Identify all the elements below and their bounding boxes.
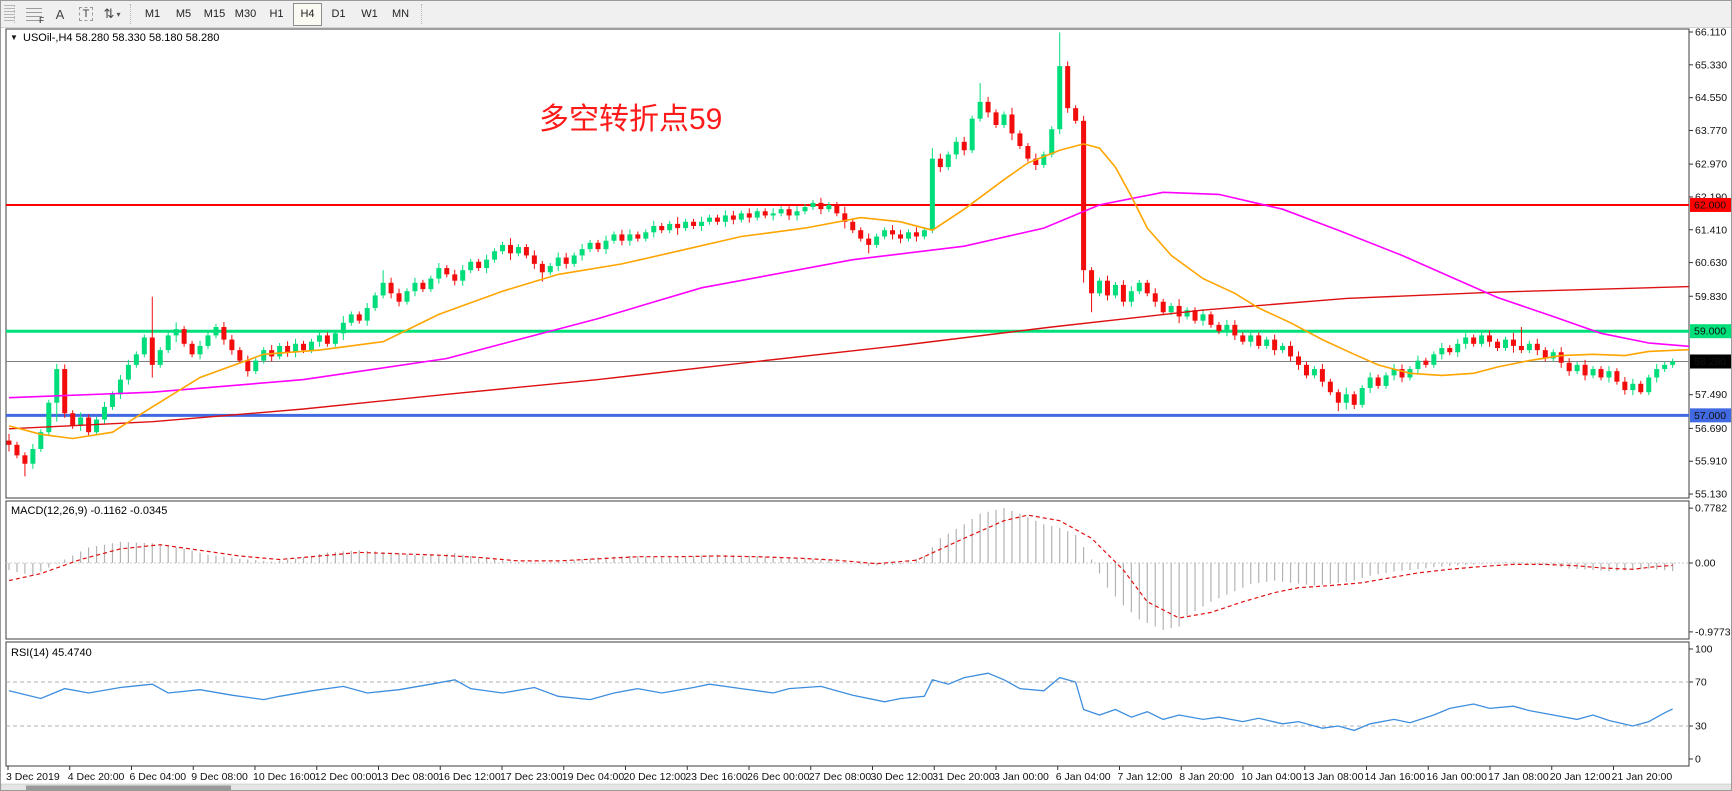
svg-text:57.490: 57.490 (1695, 389, 1727, 401)
svg-text:57.000: 57.000 (1694, 410, 1726, 422)
svg-text:65.330: 65.330 (1695, 59, 1727, 71)
svg-text:20 Jan 12:00: 20 Jan 12:00 (1550, 771, 1611, 783)
price-badges: 62.000 59.000 58.280 57.000 (1690, 197, 1731, 423)
fibonacci-letter: F (39, 15, 44, 25)
svg-text:23 Dec 16:00: 23 Dec 16:00 (685, 771, 748, 783)
svg-text:17 Jan 08:00: 17 Jan 08:00 (1488, 771, 1549, 783)
svg-text:6 Jan 04:00: 6 Jan 04:00 (1056, 771, 1111, 783)
svg-text:4 Dec 20:00: 4 Dec 20:00 (68, 771, 125, 783)
svg-text:13 Jan 08:00: 13 Jan 08:00 (1303, 771, 1364, 783)
svg-text:13 Dec 08:00: 13 Dec 08:00 (377, 771, 440, 783)
tf-button-w1[interactable]: W1 (361, 8, 378, 20)
svg-text:63.770: 63.770 (1695, 125, 1727, 137)
svg-text:-0.9773: -0.9773 (1695, 626, 1731, 638)
text-glyph: T (78, 7, 94, 21)
candles-layer (6, 32, 1676, 477)
toolbar-separator (130, 4, 132, 24)
svg-text:3 Jan 00:00: 3 Jan 00:00 (994, 771, 1049, 783)
tf-button-h1[interactable]: H1 (269, 8, 284, 20)
svg-text:60.630: 60.630 (1695, 257, 1727, 269)
text-icon[interactable]: T (74, 3, 98, 25)
svg-text:21 Jan 20:00: 21 Jan 20:00 (1612, 771, 1673, 783)
svg-text:12 Dec 00:00: 12 Dec 00:00 (315, 771, 378, 783)
macd-panel-layer: 0.7782 0.00 -0.9773 (6, 503, 1731, 638)
macd-label: MACD(12,26,9) -0.1162 -0.0345 (11, 505, 167, 517)
svg-text:19 Dec 04:00: 19 Dec 04:00 (562, 771, 625, 783)
svg-text:20 Dec 12:00: 20 Dec 12:00 (624, 771, 687, 783)
svg-text:26 Dec 00:00: 26 Dec 00:00 (747, 771, 810, 783)
svg-text:8 Jan 20:00: 8 Jan 20:00 (1179, 771, 1234, 783)
svg-text:59.830: 59.830 (1695, 291, 1727, 303)
svg-text:70: 70 (1695, 677, 1707, 689)
svg-text:64.550: 64.550 (1695, 92, 1727, 104)
toolbar-drag-handle[interactable] (4, 5, 15, 23)
tf-button-m1[interactable]: M1 (144, 8, 161, 20)
svg-text:14 Jan 16:00: 14 Jan 16:00 (1365, 771, 1426, 783)
svg-text:62.970: 62.970 (1695, 159, 1727, 171)
svg-text:7 Jan 12:00: 7 Jan 12:00 (1118, 771, 1173, 783)
svg-text:58.280: 58.280 (1694, 356, 1726, 368)
price-axis: 66.11065.33064.55063.77062.97062.19061.4… (1689, 28, 1727, 501)
svg-text:27 Dec 08:00: 27 Dec 08:00 (809, 771, 872, 783)
arrows-glyph: ⇅ (103, 6, 115, 21)
tf-button-m30[interactable]: M30 (234, 8, 257, 20)
svg-text:55.130: 55.130 (1695, 489, 1727, 501)
svg-text:16 Dec 12:00: 16 Dec 12:00 (438, 771, 501, 783)
bottom-strip (1, 783, 1731, 791)
rsi-label: RSI(14) 45.4740 (11, 647, 92, 659)
toolbar-separator (421, 4, 423, 24)
svg-text:0.7782: 0.7782 (1695, 503, 1727, 515)
rsi-panel-layer: 100 70 30 0 (6, 644, 1713, 766)
svg-text:0: 0 (1695, 754, 1701, 766)
svg-text:10 Jan 04:00: 10 Jan 04:00 (1241, 771, 1302, 783)
svg-text:56.690: 56.690 (1695, 423, 1727, 435)
chart-annotation: 多空转折点59 (539, 103, 722, 136)
chart-surface[interactable]: 66.11065.33064.55063.77062.97062.19061.4… (1, 28, 1732, 791)
tf-button-m5[interactable]: M5 (175, 8, 192, 20)
tf-button-m15[interactable]: M15 (203, 8, 226, 20)
toolbar: F A T ⇅ ▾ M1 M5 M15 M30 H1 H4 D1 W1 MN (1, 1, 1731, 28)
svg-text:62.000: 62.000 (1694, 199, 1726, 211)
svg-text:17 Dec 23:00: 17 Dec 23:00 (500, 771, 563, 783)
chevron-down-icon[interactable]: ▾ (116, 9, 121, 19)
svg-text:0.00: 0.00 (1695, 558, 1716, 570)
tf-button-mn[interactable]: MN (391, 8, 410, 20)
tf-button-h4[interactable]: H4 (293, 2, 322, 26)
svg-text:61.410: 61.410 (1695, 224, 1727, 236)
svg-text:16 Jan 00:00: 16 Jan 00:00 (1426, 771, 1487, 783)
panel-borders (5, 28, 1690, 767)
svg-text:59.000: 59.000 (1694, 326, 1726, 338)
svg-text:31 Dec 20:00: 31 Dec 20:00 (932, 771, 995, 783)
arrows-icon[interactable]: ⇅ ▾ (100, 3, 124, 25)
svg-text:30: 30 (1695, 721, 1707, 733)
tf-button-d1[interactable]: D1 (331, 8, 346, 20)
time-axis: 3 Dec 2019 4 Dec 20:00 6 Dec 04:00 9 Dec 08… (6, 766, 1672, 783)
svg-text:66.110: 66.110 (1695, 28, 1726, 39)
svg-text:3 Dec 2019: 3 Dec 2019 (6, 771, 60, 783)
horizontal-level-lines (6, 203, 1689, 417)
chart-title: USOil-,H4 58.280 58.330 58.180 58.280 (23, 32, 219, 44)
svg-text:9 Dec 08:00: 9 Dec 08:00 (191, 771, 248, 783)
svg-text:10 Dec 16:00: 10 Dec 16:00 (253, 771, 316, 783)
text-label-icon[interactable]: A (48, 3, 72, 25)
text-label-glyph: A (55, 6, 65, 22)
svg-text:55.910: 55.910 (1695, 456, 1727, 468)
svg-text:30 Dec 12:00: 30 Dec 12:00 (871, 771, 934, 783)
symbol-dropdown-icon[interactable]: ▼ (10, 33, 18, 42)
svg-text:100: 100 (1695, 644, 1713, 656)
svg-text:6 Dec 04:00: 6 Dec 04:00 (130, 771, 187, 783)
horizontal-scrollbar-thumb[interactable] (26, 785, 231, 791)
fibonacci-retracement-icon[interactable]: F (22, 3, 46, 25)
moving-averages-layer (8, 143, 1690, 440)
